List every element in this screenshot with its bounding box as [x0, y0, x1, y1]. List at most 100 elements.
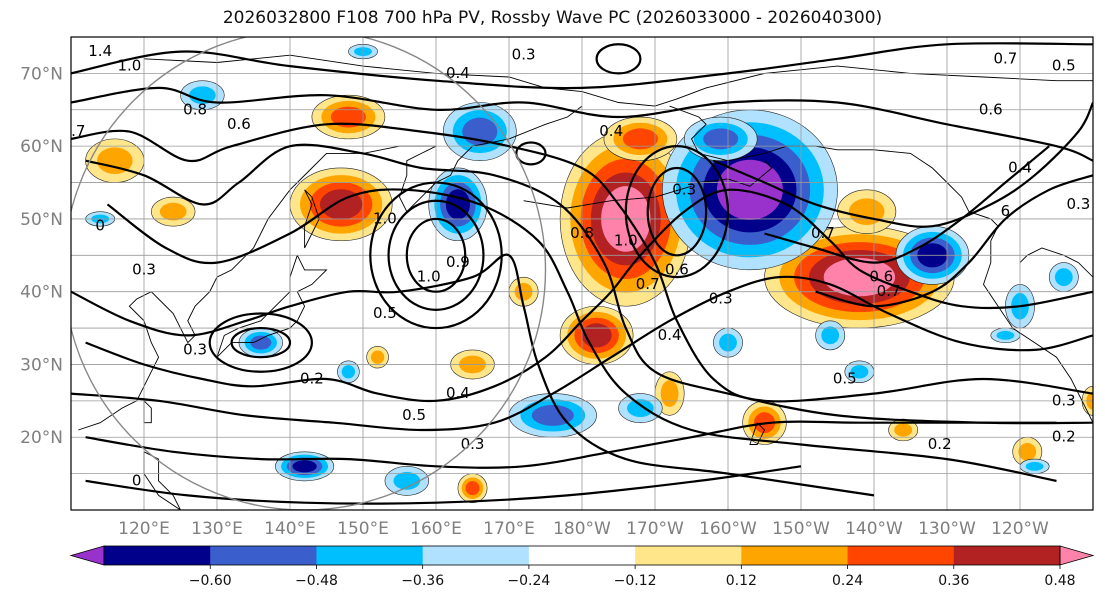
pv-contour-layer — [71, 42, 1093, 505]
pv-anomaly-patch — [531, 404, 574, 426]
colorbar-outline — [103, 545, 1061, 566]
colorbar-segment — [104, 546, 211, 565]
longitude-label: 170°E — [483, 519, 535, 539]
contour-value-label: 0.5 — [373, 304, 397, 322]
contour-value-label: 0.2 — [1052, 428, 1076, 446]
pv-anomaly-patch — [1025, 461, 1044, 471]
contour-value-label: 0.5 — [402, 406, 426, 424]
longitude-label: 170°W — [626, 519, 684, 539]
contour-value-label: 0.3 — [709, 289, 733, 307]
pv-anomaly-patch — [703, 128, 739, 150]
coastline — [216, 255, 328, 358]
contour-value-label: 0.6 — [665, 260, 689, 278]
pv-anomaly-patch — [189, 86, 216, 105]
contour-value-label: 0.5 — [1052, 57, 1076, 75]
map-frame — [70, 36, 1094, 511]
pv-contour-line — [85, 143, 1093, 425]
pv-contour-loop — [515, 141, 547, 166]
contour-value-label: 0.7 — [877, 282, 901, 300]
coastline — [669, 105, 1093, 423]
pv-anomaly-patch — [330, 106, 366, 128]
contour-value-label: 6 — [1001, 202, 1011, 220]
contour-value-label: 0.4 — [446, 384, 470, 402]
pv-contour-loop — [595, 43, 642, 75]
coastline — [143, 54, 1093, 107]
contour-value-label: 0.4 — [1008, 158, 1032, 176]
latitude-label: 60°N — [20, 137, 63, 157]
pv-contour-line — [85, 188, 1093, 403]
colorbar-segment — [210, 546, 317, 565]
pv-contour-loop — [387, 199, 485, 311]
colorbar-extend-high — [1059, 545, 1095, 566]
pv-anomaly-patch — [292, 460, 317, 473]
longitude-label: 160°E — [410, 519, 462, 539]
pv-anomaly-patch — [821, 326, 840, 345]
pv-contour-line — [764, 145, 1050, 264]
pv-contour-line — [815, 174, 1093, 308]
coastline — [1019, 247, 1093, 278]
contour-value-label: 0.6 — [979, 100, 1003, 118]
pv-contour-line — [85, 465, 802, 505]
pv-contour-loop — [208, 312, 313, 373]
pv-anomaly-patch — [370, 350, 385, 364]
graticule-layer — [70, 36, 1094, 511]
pv-anomaly-patch — [996, 330, 1015, 340]
longitude-label: 150°W — [772, 519, 830, 539]
contour-value-label: 0.7 — [993, 49, 1017, 67]
contour-value-label: 0.3 — [672, 180, 696, 198]
contour-value-label: 0 — [132, 471, 142, 489]
colorbar-tick-label: 0.48 — [1044, 573, 1075, 589]
pv-contour-loop — [369, 181, 503, 330]
pv-contour-line — [71, 275, 1093, 432]
colorbar-tick-label: −0.60 — [189, 573, 232, 589]
contour-value-label: 0.9 — [446, 253, 470, 271]
colorbar-segment — [528, 546, 636, 565]
pv-contour-line — [712, 102, 1093, 228]
pv-anomaly-patch — [850, 365, 869, 379]
pv-anomaly-patch — [159, 202, 187, 221]
pv-anomaly-patch — [627, 399, 654, 418]
coastline — [698, 160, 773, 187]
contour-value-label: 1.0 — [417, 268, 441, 286]
chart-title: 2026032800 F108 700 hPa PV, Rossby Wave … — [222, 8, 883, 28]
contour-value-label: 0.2 — [300, 370, 324, 388]
contour-value-label: 0.3 — [1052, 391, 1076, 409]
longitude-label: 130°E — [191, 519, 243, 539]
longitude-label: 140°E — [264, 519, 316, 539]
contour-value-label: 0.6 — [869, 268, 893, 286]
coastline — [143, 451, 182, 510]
contour-label-layer: 1.4 1.0 0.3 0.4 0.8 0.6 .7 0.4 0.3 1.0 0.8 1.0 1.0 0.… — [71, 42, 1090, 489]
colorbar-segment — [422, 546, 530, 565]
contour-value-label: 0.5 — [833, 370, 857, 388]
latitude-label: 70°N — [20, 64, 63, 84]
pv-contour-loop — [405, 217, 467, 293]
contour-value-label: 0.4 — [446, 64, 470, 82]
colorbar-segment — [316, 546, 424, 565]
contour-value-label: 0 — [95, 217, 105, 235]
colorbar-tick-label: −0.12 — [614, 573, 657, 589]
colorbar-extend-low — [69, 545, 105, 566]
pv-contour-line — [71, 42, 1093, 90]
contour-value-label: 0.3 — [132, 260, 156, 278]
pv-contour-line — [85, 420, 1057, 469]
pv-anomaly-patch — [894, 423, 913, 437]
pv-anomaly-patch — [660, 380, 679, 407]
pv-contour-line — [71, 122, 1093, 403]
axis-label-layer: 120°E 130°E 140°E 150°E 160°E 170°E 180°W 170°W… — [20, 64, 1049, 539]
colorbar-segment — [953, 546, 1061, 565]
contour-value-label: 0.3 — [1066, 195, 1090, 213]
pv-anomaly-patch — [716, 159, 783, 220]
latitude-label: 30°N — [20, 355, 63, 375]
contour-value-label: 0.3 — [512, 46, 536, 64]
longitude-label: 120°W — [991, 519, 1049, 539]
pv-contour-loop — [230, 326, 292, 359]
longitude-label: 140°W — [845, 519, 903, 539]
pv-contour-line — [71, 86, 1093, 162]
longitude-label: 130°W — [918, 519, 976, 539]
coastline — [523, 185, 692, 209]
contour-value-label: 0.3 — [183, 340, 207, 358]
pv-anomaly-patch — [250, 335, 272, 350]
pv-anomaly-patch — [465, 481, 480, 496]
contour-value-label: 0.8 — [183, 100, 207, 118]
